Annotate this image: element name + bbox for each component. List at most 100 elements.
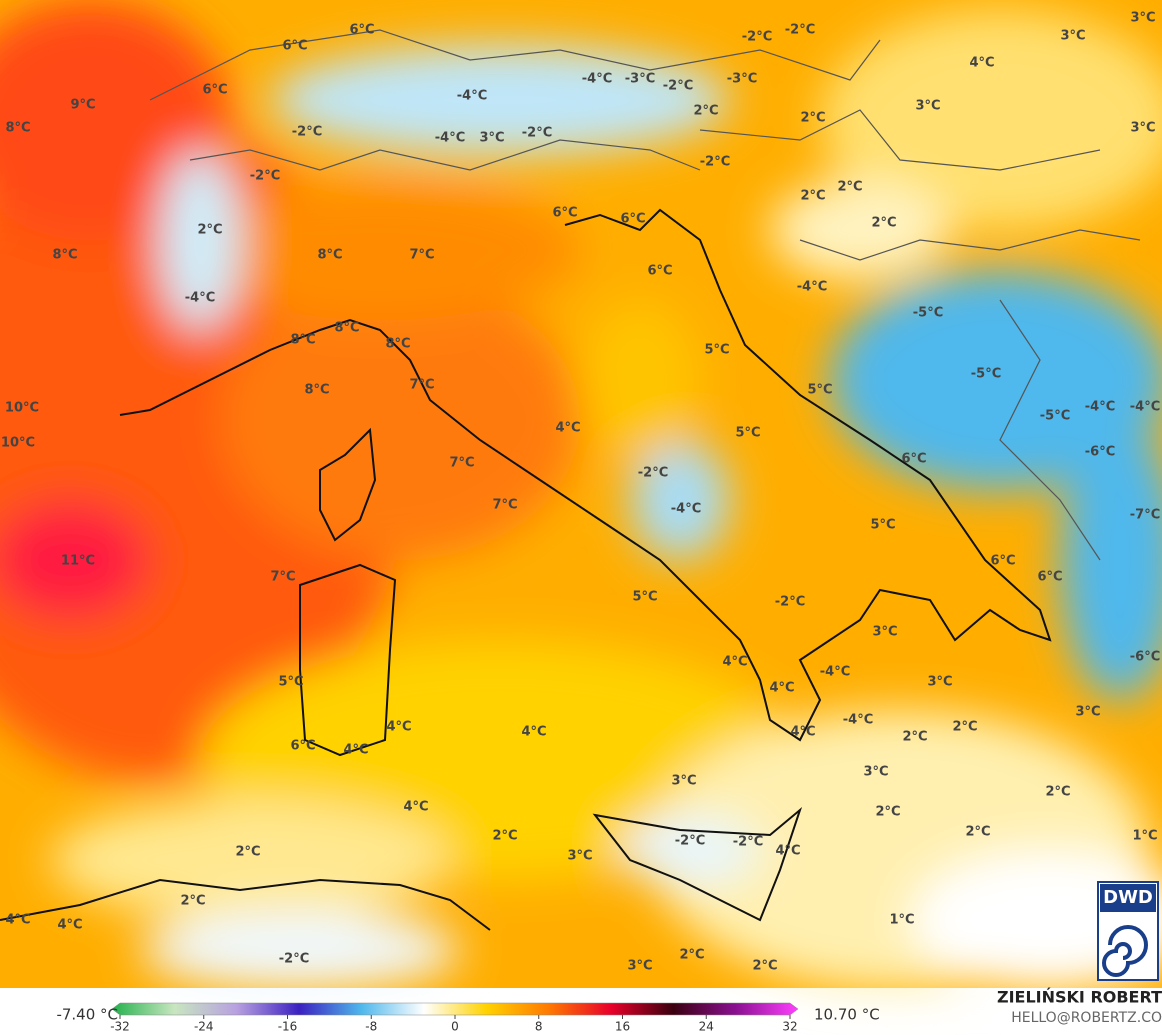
temperature-label: 4°C: [722, 655, 747, 670]
temperature-label: -2°C: [292, 125, 322, 140]
temperature-label: 6°C: [202, 83, 227, 98]
temperature-label: 3°C: [479, 131, 504, 146]
temperature-label: 2°C: [800, 189, 825, 204]
colorbar-max: 10.70 °C: [814, 1006, 880, 1024]
temperature-label: 5°C: [632, 590, 657, 605]
temperature-label: 6°C: [647, 264, 672, 279]
temperature-label: 7°C: [409, 248, 434, 263]
colorbar-tick-label: -32: [110, 1020, 130, 1034]
colorbar: -32 -24 -16 -8 0 8 16 24 32 -7.40 °C 10.70 °C: [56, 1002, 880, 1034]
temperature-label: 4°C: [521, 725, 546, 740]
temperature-label: -4°C: [185, 291, 215, 306]
temperature-label: 7°C: [270, 570, 295, 585]
temperature-label: 5°C: [735, 426, 760, 441]
sicily: [592, 806, 803, 922]
temperature-label: 7°C: [409, 378, 434, 393]
temperature-label: -6°C: [1130, 650, 1160, 665]
temperature-label: 4°C: [775, 844, 800, 859]
temperature-label: -2°C: [742, 30, 772, 45]
temperature-label: -7°C: [1130, 508, 1160, 523]
temperature-label: 8°C: [5, 121, 30, 136]
temperature-label: 8°C: [290, 333, 315, 348]
temperature-label: 4°C: [403, 800, 428, 815]
temperature-label: 2°C: [197, 223, 222, 238]
temperature-label: -5°C: [913, 306, 943, 321]
temperature-label: -4°C: [582, 72, 612, 87]
temperature-label: 6°C: [349, 23, 374, 38]
temperature-label: 6°C: [282, 39, 307, 54]
temperature-label: 5°C: [870, 518, 895, 533]
temperature-label: 2°C: [752, 959, 777, 974]
logo: DWD: [1103, 887, 1153, 908]
mainland-coast: [119, 208, 1052, 742]
temperature-label: -4°C: [457, 89, 487, 104]
temperature-label: 11°C: [61, 554, 95, 569]
temperature-label: 5°C: [704, 343, 729, 358]
temperature-label: -3°C: [625, 72, 655, 87]
temperature-label: 2°C: [679, 948, 704, 963]
temperature-label: 6°C: [1037, 570, 1062, 585]
temperature-label: -2°C: [785, 23, 815, 38]
temperature-label: -2°C: [775, 595, 805, 610]
colorbar-tick-label: 16: [615, 1020, 630, 1034]
temperature-label: 4°C: [386, 720, 411, 735]
temperature-label: 6°C: [290, 739, 315, 754]
temperature-label: 2°C: [800, 111, 825, 126]
temperature-label: 4°C: [5, 913, 30, 928]
temperature-label: 8°C: [304, 383, 329, 398]
temperature-label: 1°C: [1132, 829, 1157, 844]
temperature-label: 6°C: [552, 206, 577, 221]
temperature-label: 3°C: [927, 675, 952, 690]
temperature-label: 3°C: [1075, 705, 1100, 720]
author: ZIELIŃSKI ROBERT: [997, 988, 1162, 1007]
temperature-label: 3°C: [627, 959, 652, 974]
temperature-label: 1°C: [889, 913, 914, 928]
temperature-label: 4°C: [555, 421, 580, 436]
temperature-label: 3°C: [1130, 121, 1155, 136]
temperature-label: -4°C: [820, 665, 850, 680]
temperature-label: 9°C: [70, 98, 95, 113]
temperature-label: 3°C: [863, 765, 888, 780]
temperature-label: 10°C: [1, 436, 35, 451]
colorbar-body: [111, 1002, 799, 1016]
temperature-label: 2°C: [965, 825, 990, 840]
temperature-label: -4°C: [1085, 400, 1115, 415]
temperature-label: 2°C: [871, 216, 896, 231]
temperature-label: -2°C: [250, 169, 280, 184]
temperature-label: -2°C: [675, 834, 705, 849]
temperature-field: [0, 0, 1162, 990]
temperature-label: -2°C: [522, 126, 552, 141]
temperature-label: 2°C: [875, 805, 900, 820]
colorbar-tick-label: 0: [451, 1020, 459, 1034]
colorbar-tick-label: 8: [535, 1020, 543, 1034]
contact: HELLO@ROBERTZ.CO: [1011, 1010, 1162, 1026]
temperature-label: -2°C: [638, 466, 668, 481]
temperature-label: 7°C: [449, 456, 474, 471]
colorbar-tick-label: 24: [699, 1020, 714, 1034]
temperature-label: 8°C: [317, 248, 342, 263]
temperature-label: 3°C: [567, 849, 592, 864]
temperature-label: 2°C: [952, 720, 977, 735]
logo-band: [1100, 884, 1156, 912]
temperature-label: 3°C: [872, 625, 897, 640]
temperature-label: 6°C: [901, 452, 926, 467]
temperature-labels: 9°C 8°C 6°C 6°C 6°C -2°C -2°C 2°C 8°C -4°C 8°C 7°C 8…: [1, 11, 1160, 974]
temperature-label: -6°C: [1085, 445, 1115, 460]
temperature-label: 8°C: [334, 321, 359, 336]
temperature-label: 3°C: [671, 774, 696, 789]
temperature-label: 6°C: [990, 554, 1015, 569]
temperature-label: 2°C: [180, 894, 205, 909]
colorbar-tick-label: -24: [194, 1020, 214, 1034]
temperature-label: -4°C: [671, 502, 701, 517]
colorbar-tick-label: -16: [278, 1020, 298, 1034]
temperature-label: 4°C: [57, 918, 82, 933]
temperature-label: 4°C: [790, 725, 815, 740]
temperature-label: 4°C: [769, 681, 794, 696]
temperature-label: -4°C: [797, 280, 827, 295]
temperature-label: -4°C: [843, 713, 873, 728]
borders: [149, 29, 1141, 561]
temperature-label: 2°C: [902, 730, 927, 745]
corsica: [319, 427, 377, 542]
